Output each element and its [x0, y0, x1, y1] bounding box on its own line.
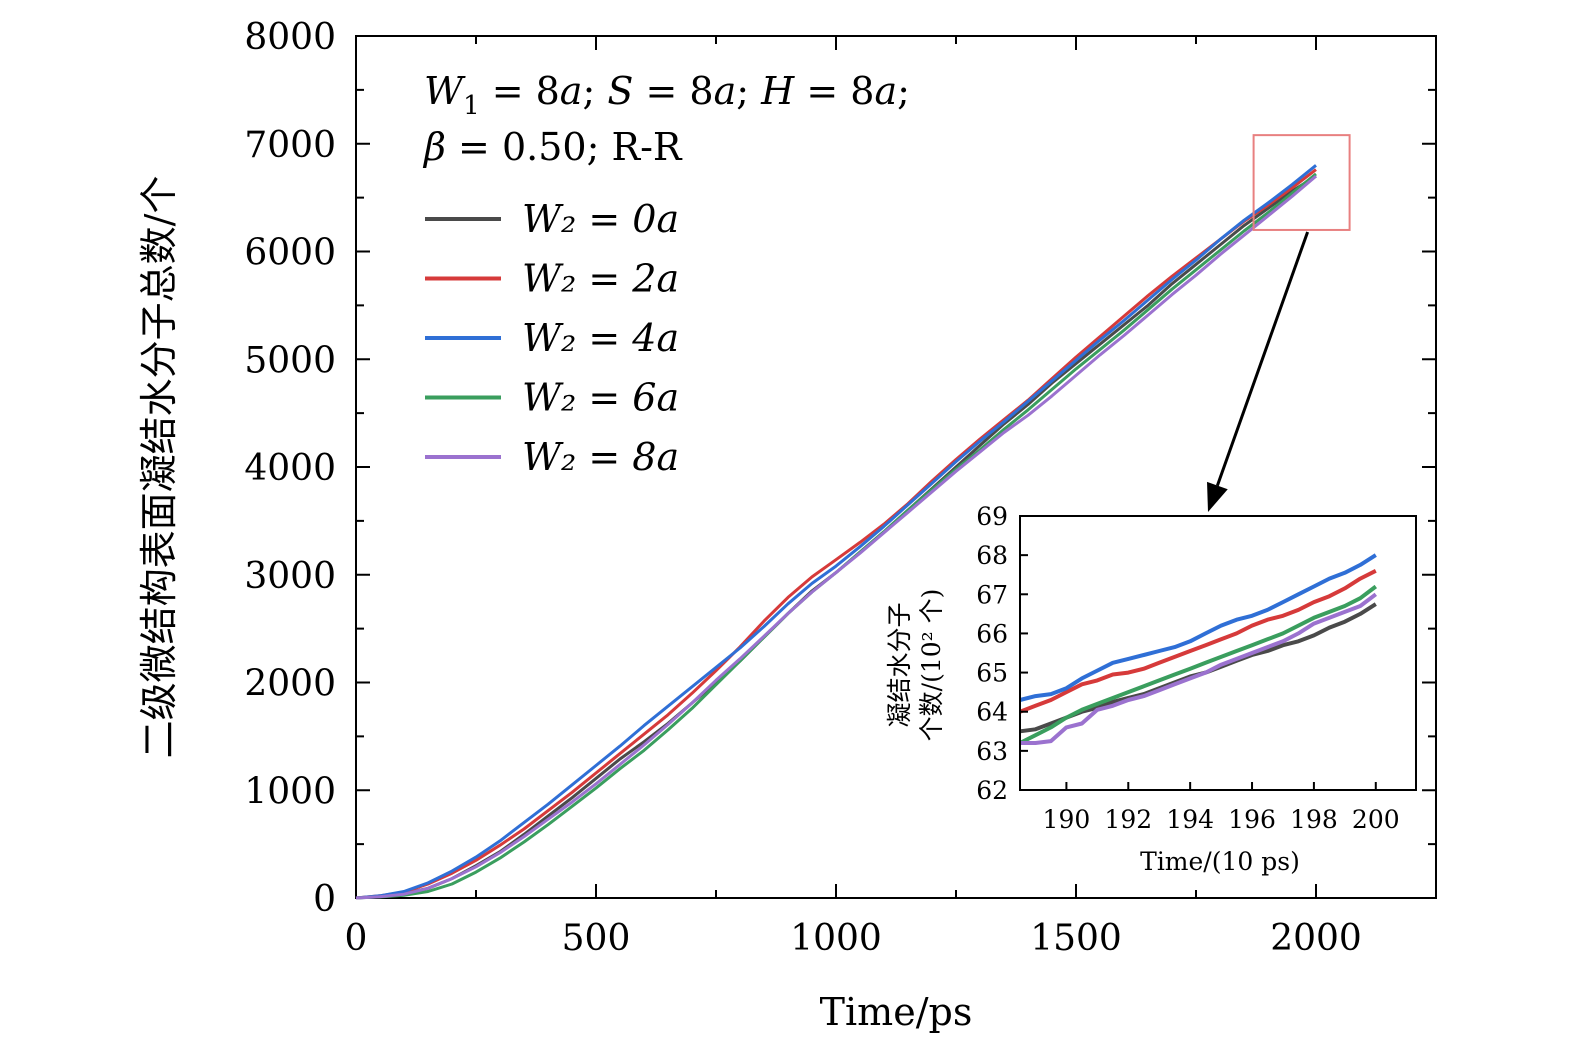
inset-series-line-2 — [1019, 553, 1377, 702]
zoom-box — [1252, 134, 1351, 231]
main-series-line-1 — [355, 168, 1317, 900]
legend-label-3: W₂ = 6a — [522, 376, 679, 420]
inset-series-line-3 — [1019, 584, 1378, 745]
inset-series-line-1 — [1019, 569, 1377, 714]
inset-y-tick-label: 67 — [976, 580, 1008, 609]
y-tick-label: 4000 — [244, 448, 336, 489]
inset-y-tick-label: 69 — [976, 502, 1008, 531]
inset-series-lines — [1019, 553, 1378, 745]
y-tick-label: 3000 — [244, 556, 336, 597]
y-tick-label: 2000 — [244, 664, 336, 705]
main-series-line-2 — [355, 164, 1317, 900]
inset-y-tick-label: 65 — [976, 659, 1008, 688]
inset-y-axis-title-line-1: 凝结水分子 — [885, 602, 914, 727]
x-tick-label: 1000 — [790, 918, 882, 959]
main-series-lines — [355, 164, 1317, 900]
inset-y-tick-label: 64 — [976, 698, 1008, 727]
main-series-line-4 — [355, 174, 1317, 900]
inset-x-tick-label: 200 — [1352, 805, 1400, 834]
inset-background — [1020, 516, 1416, 790]
inset-ticks: 190 192 194 196 198 200 62 63 64 65 66 67 68 69 — [976, 502, 1399, 834]
inset-y-tick-label: 63 — [976, 737, 1008, 766]
x-tick-label: 500 — [562, 918, 631, 959]
inset-y-tick-label: 62 — [976, 776, 1008, 805]
inset-series-line-4 — [1020, 592, 1378, 745]
annotation-line-2: β = 0.50; R-R — [422, 125, 683, 169]
legend: W₂ = 0a W₂ = 2a W₂ = 4a W₂ = 6a W₂ = 8a — [425, 197, 679, 479]
main-x-axis-title: Time/ps — [820, 990, 973, 1034]
inset-y-tick-label: 68 — [976, 541, 1008, 570]
main-ticks: 0 500 1000 1500 2000 0 1000 2000 3000 4000 5000 600… — [244, 17, 1437, 959]
y-tick-label: 1000 — [244, 771, 336, 812]
y-tick-label: 7000 — [244, 125, 336, 166]
x-tick-label: 1500 — [1030, 918, 1122, 959]
inset-frame — [1019, 515, 1417, 791]
zoom-arrow — [1215, 231, 1310, 487]
inset-x-tick-label: 190 — [1043, 805, 1091, 834]
main-y-axis-title: 二级微结构表面凝结水分子总数/个 — [137, 176, 181, 759]
legend-label-2: W₂ = 4a — [522, 316, 679, 360]
y-tick-label: 0 — [313, 879, 336, 920]
inset-x-axis-title: Time/(10 ps) — [1140, 847, 1300, 876]
main-plot: 0 500 1000 1500 2000 0 1000 2000 3000 4000 5000 600… — [137, 17, 1437, 1034]
legend-label-0: W₂ = 0a — [522, 197, 679, 241]
inset-x-tick-label: 196 — [1228, 805, 1276, 834]
y-tick-label: 6000 — [244, 233, 336, 274]
annotation-line-1: W1 = 8a; S = 8a; H = 8a; — [424, 69, 910, 121]
zoom-arrow-head — [1207, 481, 1228, 512]
inset-x-tick-label: 194 — [1166, 805, 1214, 834]
legend-label-4: W₂ = 8a — [522, 435, 679, 479]
inset-y-tick-label: 66 — [976, 619, 1008, 648]
y-tick-label: 8000 — [244, 17, 336, 58]
legend-label-1: W₂ = 2a — [522, 257, 679, 301]
inset-x-tick-label: 192 — [1104, 805, 1152, 834]
y-tick-label: 5000 — [244, 340, 336, 381]
x-tick-label: 2000 — [1270, 918, 1362, 959]
x-tick-label: 0 — [345, 918, 368, 959]
inset-y-axis-title-line-2: 个数/(10² 个) — [917, 589, 946, 742]
inset-plot: 190 192 194 196 198 200 62 63 64 65 66 67 68 69 Time/… — [885, 502, 1417, 876]
inset-x-tick-label: 198 — [1290, 805, 1338, 834]
